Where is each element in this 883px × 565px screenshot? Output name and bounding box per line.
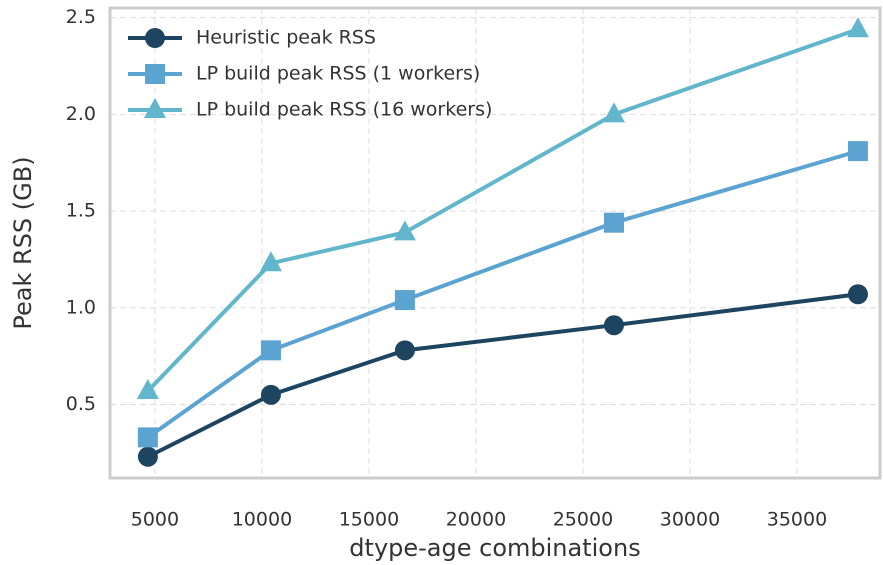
x-tick-label: 25000 bbox=[553, 509, 613, 531]
point bbox=[602, 102, 625, 123]
x-tick-label: 15000 bbox=[339, 509, 399, 531]
point bbox=[137, 446, 158, 467]
point bbox=[603, 315, 624, 336]
x-axis-title: dtype-age combinations bbox=[349, 534, 640, 562]
legend-marker bbox=[145, 64, 165, 84]
legend-label: LP build peak RSS (16 workers) bbox=[196, 99, 492, 121]
x-tick-label: 35000 bbox=[767, 509, 827, 531]
point bbox=[260, 384, 281, 405]
legend-marker bbox=[144, 98, 166, 118]
plot-frame bbox=[108, 6, 882, 480]
x-tick-label: 10000 bbox=[232, 509, 292, 531]
legend-label: Heuristic peak RSS bbox=[196, 27, 376, 49]
y-tick-label: 1.5 bbox=[66, 200, 96, 222]
y-tick-label: 2.0 bbox=[66, 103, 96, 125]
point bbox=[394, 290, 415, 311]
legend-marker bbox=[145, 28, 165, 48]
point bbox=[394, 340, 415, 361]
point bbox=[847, 284, 868, 305]
series-line bbox=[146, 292, 859, 459]
series-line bbox=[146, 149, 859, 440]
y-axis-title: Peak RSS (GB) bbox=[9, 156, 37, 329]
point bbox=[847, 141, 868, 162]
point bbox=[393, 220, 416, 241]
legend: Heuristic peak RSS LP build peak RSS (1 w… bbox=[128, 27, 492, 121]
point bbox=[260, 340, 281, 361]
point bbox=[846, 17, 869, 38]
legend-label: LP build peak RSS (1 workers) bbox=[196, 63, 480, 85]
point bbox=[137, 427, 158, 448]
x-tick-label: 5000 bbox=[131, 509, 179, 531]
y-tick-label: 2.5 bbox=[66, 6, 96, 28]
x-tick-label: 20000 bbox=[446, 509, 506, 531]
y-tick-label: 1.0 bbox=[66, 296, 96, 318]
point bbox=[136, 378, 159, 399]
y-tick-label: 0.5 bbox=[66, 393, 96, 415]
point bbox=[259, 251, 282, 272]
point bbox=[603, 212, 624, 233]
x-tick-label: 30000 bbox=[660, 509, 720, 531]
